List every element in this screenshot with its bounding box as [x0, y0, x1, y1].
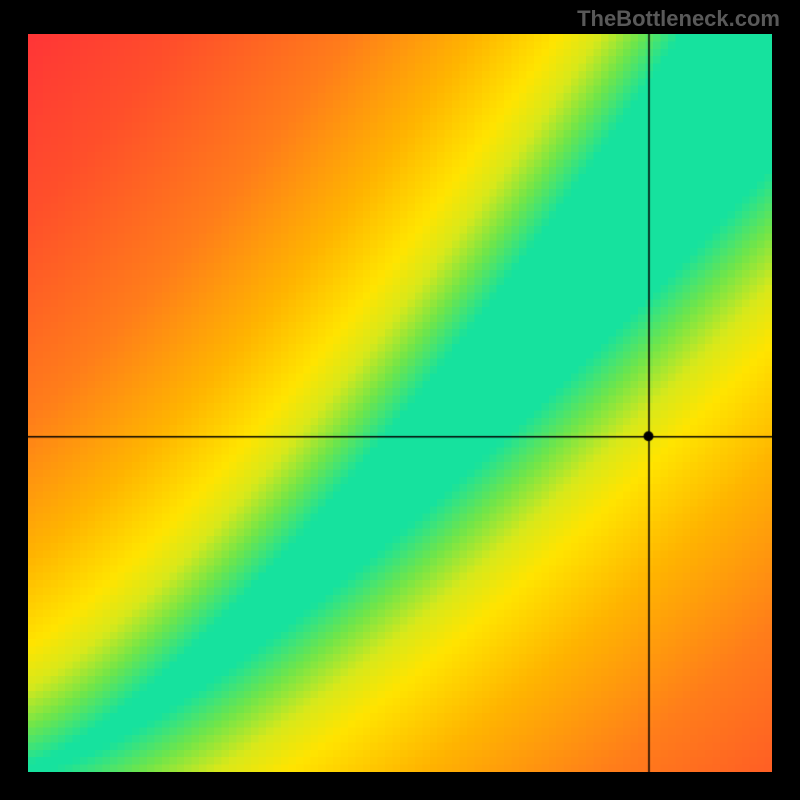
bottleneck-heatmap	[28, 34, 772, 772]
chart-container: TheBottleneck.com	[0, 0, 800, 800]
watermark-text: TheBottleneck.com	[577, 6, 780, 32]
